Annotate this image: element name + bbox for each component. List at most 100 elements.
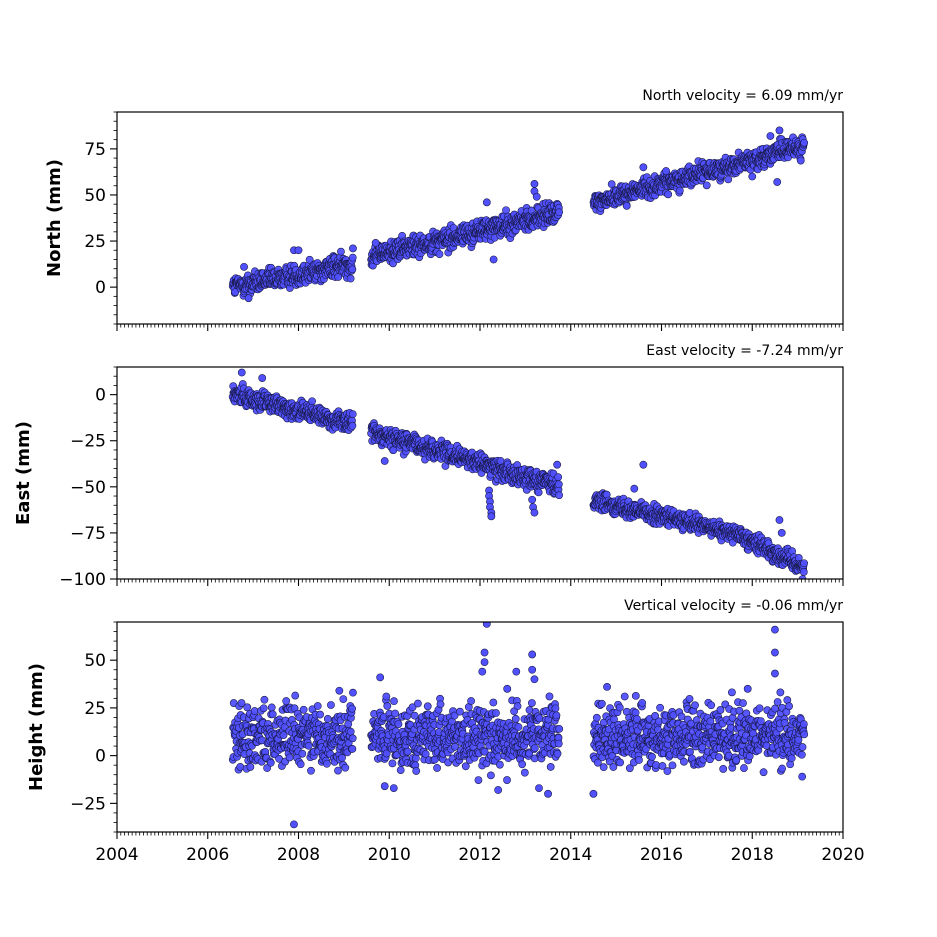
y-ticks-north — [110, 111, 117, 325]
data-point — [625, 764, 634, 773]
data-point — [327, 701, 335, 709]
data-point — [496, 457, 505, 465]
data-point — [514, 723, 523, 731]
data-point — [656, 703, 664, 712]
data-point — [552, 711, 561, 720]
data-point — [266, 758, 275, 767]
data-point — [348, 744, 357, 753]
outlier-point — [766, 132, 775, 140]
data-point — [592, 713, 601, 722]
data-point — [421, 750, 430, 758]
y-tick-label: −25 — [70, 432, 106, 452]
data-point — [620, 692, 629, 701]
data-point — [307, 766, 315, 775]
outlier-point — [532, 192, 541, 201]
data-point — [706, 717, 715, 726]
data-point — [461, 762, 470, 771]
data-point — [635, 756, 643, 764]
data-point — [291, 691, 300, 700]
data-point — [555, 208, 564, 217]
data-point — [285, 753, 294, 762]
data-point — [246, 763, 255, 771]
data-point — [732, 756, 741, 765]
outlier-point — [748, 172, 757, 181]
data-point — [489, 698, 498, 707]
y-axis-label-east: East (mm) — [13, 421, 34, 525]
outlier-point — [775, 126, 784, 135]
y-tick-label: 0 — [95, 386, 106, 406]
data-point — [535, 714, 544, 723]
data-point — [597, 699, 606, 708]
data-point — [609, 763, 618, 771]
data-point — [433, 764, 441, 772]
data-point — [282, 697, 291, 705]
data-point — [348, 253, 357, 262]
data-point — [728, 688, 736, 697]
outlier-point — [777, 529, 786, 537]
data-point — [503, 776, 511, 784]
outlier-point — [775, 516, 784, 524]
data-point — [800, 138, 809, 147]
data-point — [518, 760, 527, 769]
data-point — [451, 742, 459, 751]
data-point — [338, 753, 346, 762]
outlier-point — [240, 262, 248, 271]
data-point — [554, 480, 563, 489]
outlier-point — [639, 460, 648, 469]
outlier-point — [662, 167, 670, 175]
data-point — [622, 201, 631, 210]
data-point — [341, 763, 350, 772]
data-point — [237, 699, 246, 707]
data-point — [323, 715, 332, 723]
data-point — [551, 704, 560, 713]
data-point — [391, 709, 400, 718]
outlier-point — [530, 508, 539, 517]
data-point — [555, 491, 564, 500]
data-point — [435, 250, 444, 258]
data-point — [279, 731, 288, 740]
data-point — [382, 692, 391, 701]
data-point — [259, 704, 268, 713]
data-point — [664, 190, 673, 199]
data-point — [474, 776, 483, 784]
data-point — [348, 704, 357, 713]
data-point — [511, 714, 520, 723]
data-point — [680, 757, 688, 766]
data-point — [668, 761, 677, 770]
data-point — [394, 720, 403, 728]
data-point — [236, 763, 245, 771]
data-point — [412, 767, 421, 775]
data-point — [686, 748, 694, 756]
data-point — [698, 743, 707, 752]
data-point — [346, 274, 355, 283]
data-point — [308, 397, 316, 406]
data-points-height — [228, 622, 809, 829]
data-point — [735, 706, 744, 715]
data-point — [638, 698, 647, 707]
y-ticks-east — [110, 366, 117, 580]
data-point — [316, 710, 324, 719]
data-point — [313, 702, 322, 710]
data-point — [296, 760, 305, 769]
y-tick-label: −100 — [59, 570, 106, 590]
outlier-point — [773, 178, 782, 186]
data-point — [652, 761, 660, 769]
data-point — [268, 710, 277, 719]
y-tick-label: −75 — [70, 524, 106, 544]
data-point — [388, 759, 397, 768]
data-point — [553, 749, 562, 758]
data-point — [520, 768, 529, 777]
data-point — [740, 764, 748, 772]
data-point — [554, 473, 563, 482]
data-point — [410, 711, 419, 720]
outlier-point — [294, 246, 303, 255]
outlier-point — [349, 244, 357, 253]
outlier-point — [380, 457, 389, 465]
data-point — [382, 749, 391, 758]
outlier-point — [489, 255, 498, 264]
y-axis-label-north: North (mm) — [44, 159, 65, 277]
data-point — [616, 758, 625, 767]
data-point — [298, 749, 307, 758]
